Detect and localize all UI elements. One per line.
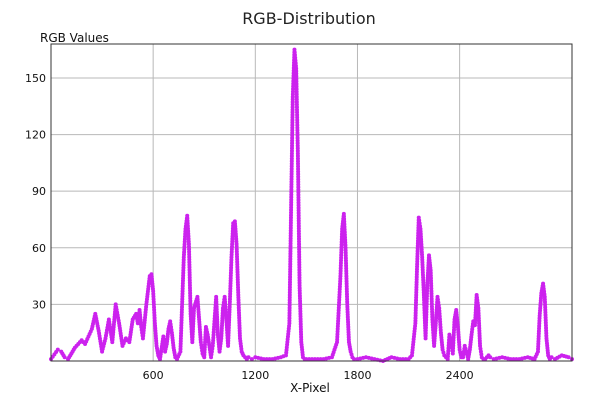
data-point [318, 357, 323, 362]
data-point [267, 357, 272, 362]
y-tick-label: 90 [32, 185, 46, 198]
x-axis-label: X-Pixel [290, 381, 330, 395]
y-tick-label: 60 [32, 242, 46, 255]
y-axis-label: RGB Values [40, 31, 109, 45]
data-point [62, 355, 67, 360]
data-point [488, 355, 493, 360]
data-point [310, 357, 315, 362]
y-tick-label: 30 [32, 298, 46, 311]
y-tick-label: 150 [25, 72, 46, 85]
data-point [55, 347, 60, 352]
data-point [315, 357, 320, 362]
chart-title: RGB-Distribution [242, 9, 376, 28]
x-tick-label: 600 [143, 369, 164, 382]
data-point [514, 357, 519, 362]
tick-labels: 600 1200 1800 2400 30 60 90 120 150 [25, 72, 474, 382]
data-point [403, 357, 408, 362]
data-point [566, 355, 571, 360]
data-point [307, 357, 312, 362]
data-point [261, 357, 266, 362]
data-point [511, 357, 516, 362]
data-point [352, 357, 357, 362]
grid-lines [51, 44, 572, 361]
plot-frame [50, 43, 573, 362]
data-point [312, 357, 317, 362]
data-point [549, 355, 554, 360]
data-point [246, 355, 251, 360]
data-points [49, 47, 574, 363]
data-point [398, 357, 403, 362]
data-point [400, 357, 405, 362]
data-point [264, 357, 269, 362]
y-tick-label: 120 [25, 129, 46, 142]
data-point [304, 357, 309, 362]
x-tick-label: 2400 [446, 369, 474, 382]
data-point [249, 357, 254, 362]
x-tick-label: 1200 [241, 369, 269, 382]
x-tick-label: 1800 [343, 369, 371, 382]
data-point [508, 357, 513, 362]
